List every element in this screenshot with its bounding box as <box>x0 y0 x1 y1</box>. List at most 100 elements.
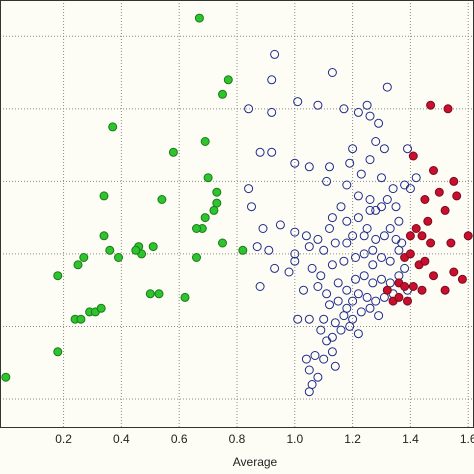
x-axis-label: Average <box>233 455 278 469</box>
red-point <box>440 205 450 215</box>
red-point <box>408 151 418 161</box>
green-point <box>108 122 118 132</box>
blue-open-point <box>313 100 323 110</box>
blue-open-point <box>385 256 395 266</box>
green-point <box>148 242 158 252</box>
blue-open-point <box>371 296 381 306</box>
blue-open-point <box>391 202 401 212</box>
green-point <box>212 187 222 197</box>
blue-open-point <box>405 184 415 194</box>
green-point <box>218 89 227 99</box>
blue-open-point <box>270 263 280 273</box>
blue-open-point <box>304 314 314 324</box>
x-tick-label: 1.2 <box>344 432 361 446</box>
blue-open-point <box>327 68 337 77</box>
blue-open-point <box>394 245 404 255</box>
blue-open-point <box>316 271 326 281</box>
blue-open-point <box>356 169 366 179</box>
blue-open-point <box>258 224 268 233</box>
blue-open-point <box>330 361 340 371</box>
blue-open-point <box>330 238 340 248</box>
green-point <box>1 372 11 382</box>
blue-open-point <box>377 173 386 183</box>
blue-open-point <box>385 224 395 233</box>
blue-open-point <box>353 289 363 299</box>
blue-open-point <box>301 231 311 241</box>
blue-open-point <box>348 144 358 154</box>
red-point <box>429 271 438 281</box>
red-point <box>400 282 410 291</box>
x-tick-label: 0.6 <box>171 432 188 446</box>
green-point <box>192 253 201 262</box>
blue-open-point <box>379 144 389 154</box>
blue-open-point <box>356 307 366 317</box>
data-points <box>1 13 473 397</box>
red-point <box>434 187 444 197</box>
red-point <box>426 100 436 110</box>
green-point <box>96 303 106 313</box>
blue-open-point <box>368 245 378 255</box>
blue-open-point <box>339 256 349 266</box>
x-tick-label: 0.4 <box>113 432 130 446</box>
blue-open-point <box>255 147 265 157</box>
red-point <box>408 282 418 291</box>
green-point <box>73 260 83 270</box>
green-point <box>203 173 213 183</box>
x-tick-labels: 0.2 0.4 0.6 0.8 1.0 1.2 1.4 1.6 <box>55 432 474 446</box>
blue-open-point <box>322 289 332 299</box>
blue-open-point <box>304 365 314 375</box>
blue-open-point <box>316 325 326 335</box>
blue-open-point <box>365 155 375 165</box>
x-tick-label: 1.0 <box>286 432 303 446</box>
green-point <box>114 253 123 262</box>
blue-open-point <box>365 195 375 204</box>
x-tick-label: 0.8 <box>229 432 246 446</box>
red-point <box>403 296 412 306</box>
green-point <box>99 231 109 241</box>
blue-open-point <box>327 347 337 357</box>
blue-open-point <box>319 354 329 364</box>
red-point <box>382 285 392 295</box>
blue-open-point <box>388 184 398 194</box>
blue-open-point <box>353 213 363 223</box>
blue-open-point <box>359 249 369 259</box>
red-point <box>463 231 473 241</box>
red-point <box>405 231 415 241</box>
blue-open-point <box>325 162 334 172</box>
blue-open-point <box>313 282 323 291</box>
blue-open-point <box>362 100 372 110</box>
blue-open-point <box>400 263 410 273</box>
blue-open-point <box>353 191 363 201</box>
blue-open-point <box>365 303 375 313</box>
blue-open-point <box>365 205 375 215</box>
blue-open-point <box>330 318 340 328</box>
blue-open-point <box>313 234 323 244</box>
green-point <box>200 213 210 223</box>
blue-open-point <box>327 332 337 342</box>
green-point <box>154 289 164 299</box>
blue-open-point <box>348 296 358 306</box>
red-point <box>417 231 427 241</box>
blue-open-point <box>333 278 343 288</box>
x-tick-label: 0.2 <box>55 432 72 446</box>
green-point <box>99 191 109 201</box>
blue-open-point <box>362 292 372 302</box>
blue-open-point <box>290 256 300 266</box>
blue-open-point <box>342 216 352 226</box>
blue-open-point <box>371 137 381 146</box>
blue-open-point <box>327 213 337 223</box>
red-point <box>446 238 456 248</box>
blue-open-point <box>264 245 274 255</box>
blue-open-point <box>374 118 384 128</box>
red-point <box>417 285 427 295</box>
blue-open-point <box>342 180 352 190</box>
blue-open-point <box>368 278 378 288</box>
blue-open-point <box>359 231 369 241</box>
blue-open-point <box>368 260 378 270</box>
red-point <box>420 256 430 266</box>
green-point <box>79 253 89 262</box>
red-point <box>420 195 430 204</box>
blue-open-point <box>377 274 386 284</box>
blue-open-point <box>270 49 280 59</box>
blue-open-point <box>345 321 355 331</box>
